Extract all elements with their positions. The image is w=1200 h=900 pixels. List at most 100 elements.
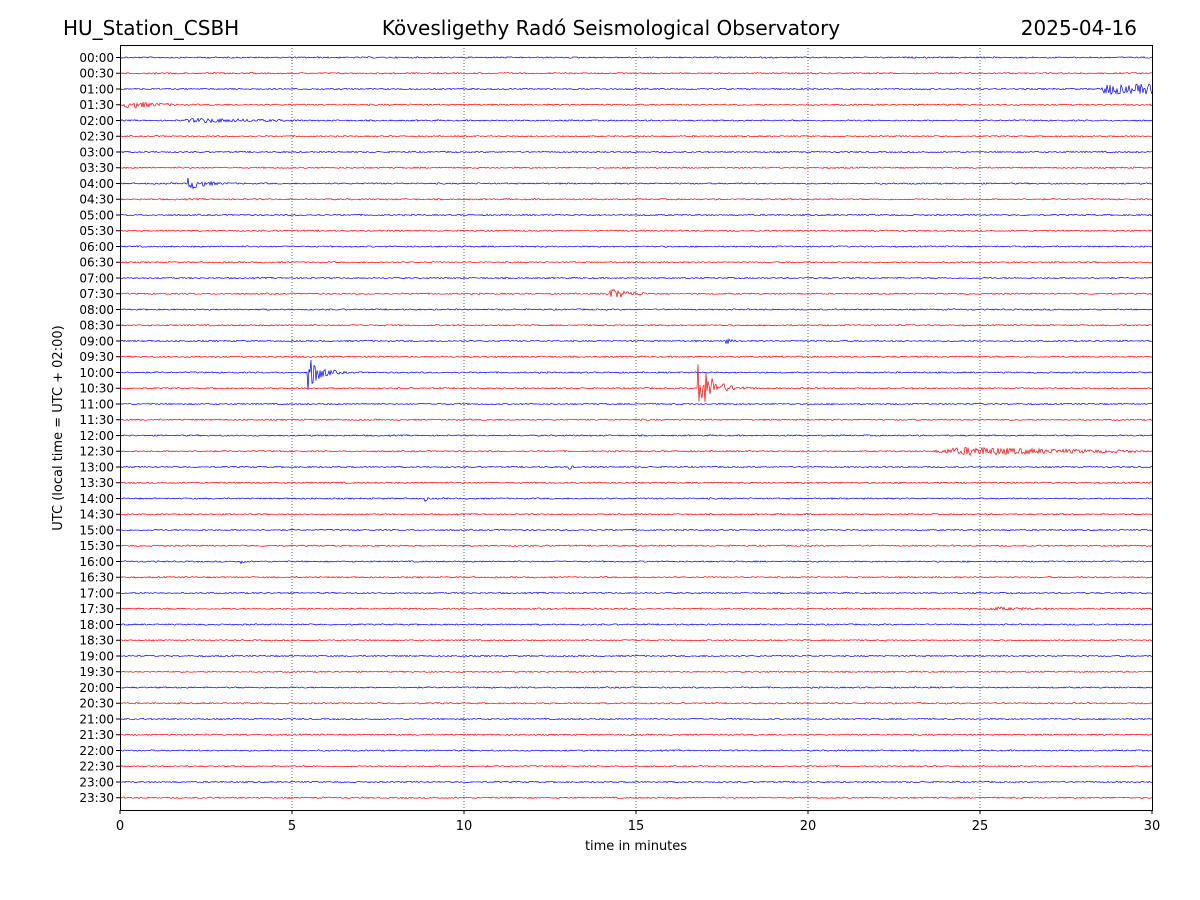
station-name: HU_Station_CSBH [63,16,240,40]
trace-1200 [119,434,1153,437]
trace-2330 [119,796,1153,800]
trace-0100 [119,83,1153,96]
date-label: 2025-04-16 [1020,16,1137,40]
y-tick-label: 23:00 [79,775,114,789]
y-tick-label: 09:00 [79,334,114,348]
trace-0900 [119,338,1153,345]
y-tick-label: 10:30 [79,382,114,396]
plot-frame [120,45,1153,811]
x-tick-label: 25 [972,819,989,834]
y-tick-label: 16:30 [79,571,114,585]
y-tick-label: 06:30 [79,256,114,270]
y-tick-label: 07:30 [79,287,114,301]
y-tick-label: 09:30 [79,350,114,364]
trace-1230 [119,446,1153,457]
trace-1530 [119,544,1153,548]
trace-0300 [119,150,1153,154]
trace-0600 [119,245,1153,248]
y-tick-label: 00:30 [79,67,114,81]
trace-0830 [119,323,1153,327]
trace-2130 [119,733,1153,737]
y-tick-label: 23:30 [79,791,114,805]
y-tick-label: 02:00 [79,114,114,128]
trace-2200 [119,749,1153,752]
trace-0500 [119,213,1153,217]
y-tick-label: 05:00 [79,208,114,222]
gridlines [291,45,981,810]
trace-0200 [119,117,1153,124]
trace-1430 [119,512,1153,516]
y-tick-label: 00:00 [79,51,114,65]
trace-1830 [119,638,1153,642]
trace-1400 [119,497,1153,502]
trace-1730 [119,606,1153,611]
trace-0030 [119,71,1153,75]
trace-1300 [119,465,1153,470]
y-tick-label: 20:00 [79,681,114,695]
y-tick-label: 18:00 [79,618,114,632]
y-tick-label: 19:30 [79,665,114,679]
trace-0430 [119,197,1153,201]
trace-0930 [119,355,1153,359]
y-tick-label: 22:30 [79,760,114,774]
trace-0000 [119,56,1153,59]
trace-2230 [119,764,1153,768]
y-tick-label: 18:30 [79,634,114,648]
y-tick-label: 17:30 [79,602,114,616]
y-tick-label: 17:00 [79,586,114,600]
traces [119,56,1153,800]
y-tick-label: 20:30 [79,697,114,711]
trace-0730 [119,288,1153,298]
y-tick-label: 03:30 [79,161,114,175]
y-tick-label: 13:30 [79,476,114,490]
trace-1600 [119,560,1153,565]
y-tick-label: 15:30 [79,539,114,553]
x-tick-label: 0 [116,819,124,834]
trace-1330 [119,481,1153,485]
trace-1000 [119,359,1153,390]
y-tick-label: 12:30 [79,445,114,459]
trace-1800 [119,623,1153,626]
trace-1700 [119,591,1153,595]
y-tick-label: 14:30 [79,508,114,522]
x-tick-label: 15 [628,819,645,834]
x-axis-ticks: 0 5 10 15 20 25 30 [116,810,1160,834]
trace-0630 [119,260,1153,264]
trace-2100 [119,717,1153,721]
y-tick-label: 08:30 [79,319,114,333]
y-tick-label: 16:00 [79,555,114,569]
x-tick-label: 5 [288,819,296,834]
y-tick-label: 11:00 [79,397,114,411]
trace-1500 [119,528,1153,532]
trace-0800 [119,308,1153,311]
y-tick-label: 11:30 [79,413,114,427]
trace-2000 [119,686,1153,689]
trace-1130 [119,418,1153,422]
trace-1030 [119,364,1153,402]
trace-0130 [119,102,1153,109]
y-tick-label: 01:30 [79,98,114,112]
trace-1630 [119,575,1153,579]
y-tick-label: 15:00 [79,523,114,537]
y-tick-label: 21:30 [79,728,114,742]
y-tick-label: 04:30 [79,193,114,207]
trace-1930 [119,670,1153,674]
y-tick-label: 07:00 [79,271,114,285]
y-tick-label: 13:00 [79,460,114,474]
trace-2030 [119,701,1153,705]
y-tick-label: 01:00 [79,82,114,96]
y-tick-label: 03:00 [79,145,114,159]
y-axis-label: UTC (local time = UTC + 02:00) [51,325,66,530]
y-tick-label: 04:00 [79,177,114,191]
y-tick-label: 19:00 [79,649,114,663]
y-tick-label: 21:00 [79,712,114,726]
x-axis-label: time in minutes [585,839,687,854]
chart-title: Kövesligethy Radó Seismological Observat… [381,16,841,40]
x-tick-label: 20 [800,819,817,834]
y-tick-label: 08:00 [79,303,114,317]
trace-1900 [119,654,1153,658]
trace-0330 [119,166,1153,170]
y-tick-label: 10:00 [79,366,114,380]
